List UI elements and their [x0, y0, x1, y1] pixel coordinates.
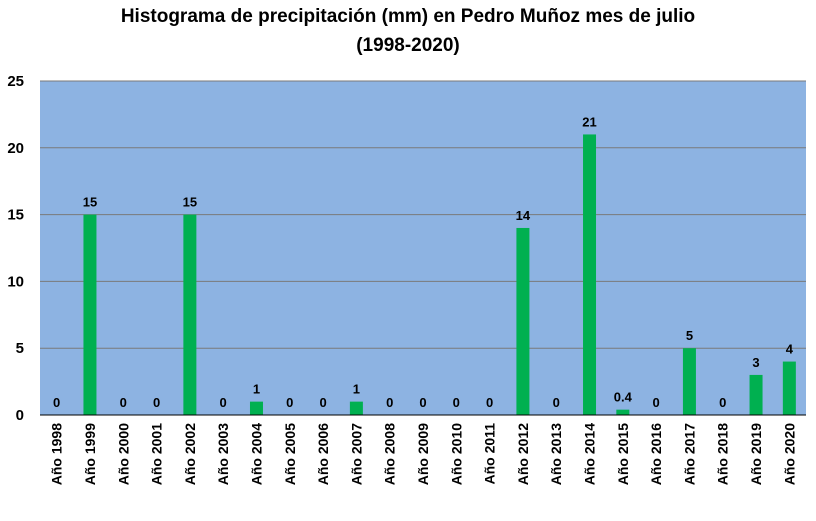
- data-label: 0: [220, 395, 227, 410]
- data-label: 0: [419, 395, 426, 410]
- data-label: 5: [686, 328, 693, 343]
- data-label: 14: [516, 208, 531, 223]
- data-label: 0: [386, 395, 393, 410]
- bar: [83, 214, 97, 415]
- data-label: 0: [120, 395, 127, 410]
- bars: [83, 134, 796, 415]
- x-tick-label: Año 2011: [482, 423, 498, 485]
- bar: [583, 134, 597, 415]
- data-label: 0: [153, 395, 160, 410]
- bar: [616, 409, 630, 415]
- x-tick-label: Año 2010: [448, 423, 464, 485]
- bar: [782, 361, 796, 415]
- x-tick-label: Año 2001: [149, 423, 165, 485]
- x-axis-ticks: Año 1998 Año 1999 Año 2000 Año 2001 Año 2002…: [49, 423, 798, 485]
- data-label: 21: [582, 114, 596, 129]
- x-tick-label: Año 2015: [615, 423, 631, 485]
- data-label: 0.4: [614, 390, 633, 405]
- x-tick-label: Año 2004: [248, 423, 264, 485]
- x-tick-label: Año 2002: [182, 423, 198, 485]
- x-tick-label: Año 1998: [49, 423, 65, 485]
- data-label: 15: [83, 195, 97, 210]
- data-label: 0: [553, 395, 560, 410]
- data-label: 15: [183, 195, 197, 210]
- y-tick-label: 0: [16, 407, 24, 424]
- y-tick-label: 20: [7, 140, 24, 157]
- x-tick-label: Año 2019: [748, 423, 764, 485]
- data-label: 0: [719, 395, 726, 410]
- data-labels: 0 15 0 0 15 0 1 0 0 1 0 0 0 0 14 0 21 0.4 0 5 0 3 4: [53, 114, 794, 410]
- x-tick-label: Año 2012: [515, 423, 531, 485]
- bar: [183, 214, 197, 415]
- y-tick-label: 15: [7, 207, 24, 224]
- x-tick-label: Año 2020: [781, 423, 797, 485]
- x-tick-label: Año 2006: [315, 423, 331, 485]
- data-label: 4: [786, 342, 794, 357]
- data-label: 0: [453, 395, 460, 410]
- grid-lines: [40, 80, 806, 349]
- x-tick-label: Año 2008: [382, 423, 398, 485]
- data-label: 0: [319, 395, 326, 410]
- x-tick-label: Año 2000: [115, 423, 131, 485]
- y-axis-ticks: 0 5 10 15 20 25: [7, 73, 24, 424]
- data-label: 0: [486, 395, 493, 410]
- data-label: 0: [653, 395, 660, 410]
- bar: [682, 348, 696, 415]
- bar: [349, 401, 363, 415]
- data-label: 0: [286, 395, 293, 410]
- y-tick-label: 25: [7, 73, 24, 90]
- x-tick-label: Año 2009: [415, 423, 431, 485]
- bar: [749, 374, 763, 415]
- x-tick-label: Año 2005: [282, 423, 298, 485]
- bar: [516, 227, 530, 415]
- data-label: 3: [752, 355, 759, 370]
- chart-title-line1: Histograma de precipitación (mm) en Pedr…: [121, 6, 695, 27]
- x-tick-label: Año 2013: [548, 423, 564, 485]
- y-tick-label: 5: [16, 340, 24, 357]
- data-label: 1: [253, 382, 260, 397]
- x-tick-label: Año 2018: [715, 423, 731, 485]
- data-label: 1: [353, 382, 360, 397]
- x-tick-label: Año 2017: [681, 423, 697, 485]
- x-tick-label: Año 2007: [348, 423, 364, 485]
- plot-area: [40, 81, 806, 415]
- data-label: 0: [53, 395, 60, 410]
- x-tick-label: Año 2014: [582, 423, 598, 485]
- x-tick-label: Año 2016: [648, 423, 664, 485]
- y-tick-label: 10: [7, 273, 24, 290]
- bar: [249, 401, 263, 415]
- x-tick-label: Año 2003: [215, 423, 231, 485]
- x-tick-label: Año 1999: [82, 423, 98, 485]
- chart-title-line2: (1998-2020): [356, 35, 460, 56]
